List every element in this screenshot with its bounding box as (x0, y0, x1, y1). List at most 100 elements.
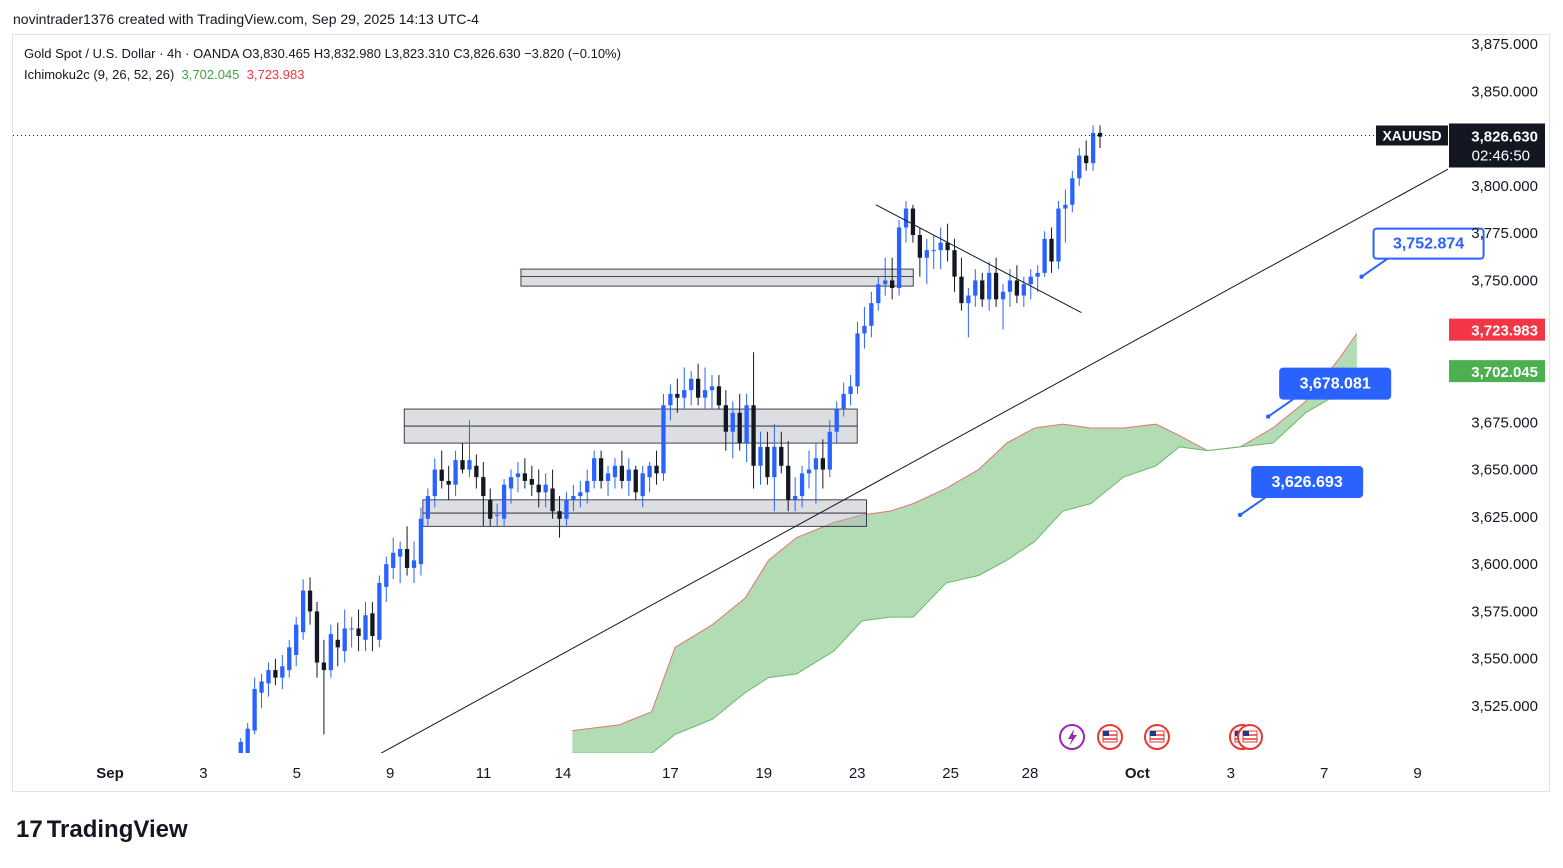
candle (557, 511, 562, 519)
candle (945, 242, 950, 251)
candle (1049, 238, 1054, 262)
candle (404, 549, 410, 568)
flag-canton (1150, 731, 1156, 736)
candle (321, 662, 327, 671)
candle (252, 688, 257, 731)
trendline-1[interactable] (380, 91, 1563, 753)
x-tick-label: 9 (1413, 765, 1421, 782)
candle (481, 477, 486, 497)
x-tick-label: 19 (755, 765, 772, 782)
callout-pointer-2 (1267, 397, 1295, 418)
cloud-lower-edge (572, 370, 1358, 753)
sr-zone-1[interactable] (520, 268, 914, 287)
candle (474, 465, 479, 478)
candle (709, 386, 715, 391)
candle (1090, 132, 1096, 164)
candle (689, 378, 694, 391)
y-tick-label: 3,800.000 (1471, 178, 1538, 195)
candle (1077, 155, 1082, 179)
x-tick-label: 7 (1320, 765, 1328, 782)
candle (1084, 155, 1089, 164)
flag-canton (1243, 731, 1249, 736)
x-tick-label: 11 (476, 765, 492, 782)
symbol-tag-label: XAUUSD (1382, 127, 1441, 143)
trendline-2[interactable] (875, 204, 1082, 314)
candle (841, 393, 846, 410)
y-tick-label: 3,525.000 (1471, 698, 1538, 715)
callout-label-1: 3,752.874 (1393, 236, 1464, 253)
candle (1063, 204, 1068, 209)
candle (495, 514, 500, 516)
candle (799, 473, 805, 497)
x-tick-label: 17 (662, 765, 679, 782)
candle (903, 208, 909, 228)
callout-anchor-1 (1359, 274, 1364, 279)
symbol-legend: Gold Spot / U.S. Dollar · 4h · OANDA O3,… (24, 46, 621, 61)
y-tick-label: 3,875.000 (1471, 36, 1538, 53)
x-tick-label: 9 (386, 765, 394, 782)
candle (453, 460, 458, 485)
candle (806, 469, 812, 474)
candle (1056, 208, 1061, 262)
candle (633, 469, 638, 493)
candle (682, 390, 687, 398)
candle (287, 647, 292, 671)
candle (716, 386, 722, 406)
candle (695, 378, 701, 398)
candle (848, 386, 853, 394)
candle (987, 272, 992, 300)
candle (792, 496, 798, 500)
candle (890, 280, 895, 288)
indicator-value-2: 3,723.983 (246, 67, 305, 82)
candle (786, 465, 791, 500)
candle (827, 431, 832, 470)
candle (439, 469, 444, 481)
callout-box-3[interactable] (1251, 465, 1364, 498)
candle (813, 458, 819, 470)
candle (938, 242, 943, 251)
candle (384, 564, 389, 587)
candle (307, 590, 313, 612)
x-tick-label: 14 (555, 765, 572, 782)
candle (647, 465, 652, 478)
candle (980, 280, 985, 300)
candle (446, 480, 451, 485)
candle (834, 409, 839, 432)
y-tick-label: 3,575.000 (1471, 603, 1538, 620)
candle (501, 484, 507, 519)
callout-box-1[interactable] (1372, 227, 1485, 260)
candle (294, 624, 299, 655)
candle (578, 492, 583, 497)
callout-label-3: 3,626.693 (1272, 474, 1343, 491)
candle (515, 473, 521, 478)
candle (723, 405, 728, 432)
candle (869, 303, 874, 326)
candle (605, 473, 611, 481)
candle (640, 473, 645, 497)
y-tick-label: 3,625.000 (1471, 509, 1538, 526)
candle (1021, 284, 1026, 296)
candle (536, 484, 541, 493)
candle (1028, 276, 1033, 285)
candle (585, 480, 590, 493)
callout-pointer-1 (1360, 257, 1389, 278)
candle (1000, 291, 1006, 300)
x-tick-label: 25 (942, 765, 959, 782)
chart-frame (12, 34, 1550, 792)
candle (758, 446, 763, 466)
candle (1014, 280, 1020, 296)
flag-stripes-icon (1102, 730, 1118, 743)
candle (335, 639, 340, 648)
candle (772, 446, 777, 478)
candle (564, 499, 569, 519)
callout-box-2[interactable] (1279, 367, 1392, 400)
candle (245, 728, 250, 753)
candle (397, 549, 403, 557)
last-price-tag (1449, 123, 1545, 168)
flag-stripes-icon (1149, 730, 1165, 743)
candle (238, 741, 243, 753)
candle (924, 250, 929, 258)
candle (952, 250, 957, 277)
candle (910, 208, 916, 236)
